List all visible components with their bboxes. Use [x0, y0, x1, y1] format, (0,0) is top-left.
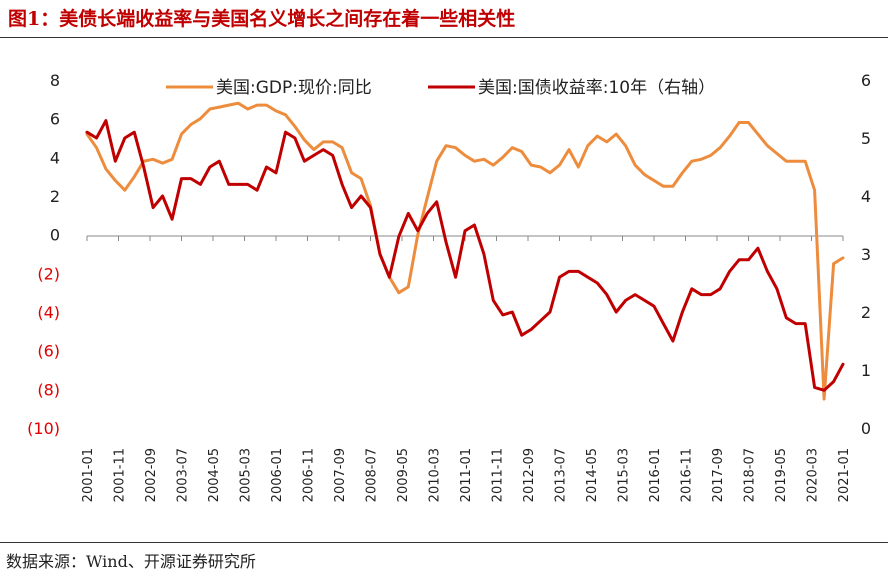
right-tick-label: 4 — [861, 187, 871, 206]
series-line-gdp — [85, 101, 845, 401]
x-tick-label: 2018-07 — [743, 448, 758, 502]
left-axis: 8 6 4 2 0 (2) (4) (6) (8) (10) — [27, 71, 60, 438]
legend-label-gdp: 美国:GDP:现价:同比 — [216, 78, 372, 98]
left-tick-label: 6 — [50, 110, 60, 129]
x-tick-label: 2006-11 — [302, 448, 317, 502]
x-tick-label: 2019-05 — [774, 448, 789, 502]
left-tick-label: 2 — [50, 187, 60, 206]
x-axis: 2001-01 2001-11 2002-09 2003-07 2004-05 2005-… — [81, 235, 852, 502]
x-tick-label: 2021-01 — [837, 448, 852, 502]
series-line-treasury — [85, 119, 845, 392]
x-tick-label: 2007-09 — [333, 448, 348, 502]
x-tick-label: 2011-01 — [459, 448, 474, 502]
x-tick-label: 2017-09 — [711, 448, 726, 502]
left-tick-label: 0 — [50, 226, 60, 245]
x-tick-label: 2015-03 — [617, 448, 632, 502]
series-lines — [85, 101, 845, 401]
right-tick-label: 0 — [861, 419, 871, 438]
x-tick-label: 2003-07 — [176, 448, 191, 502]
right-tick-label: 6 — [861, 71, 871, 90]
source-divider — [0, 542, 888, 543]
x-tick-label: 2001-01 — [81, 448, 96, 502]
left-tick-label: 8 — [50, 71, 60, 90]
title-divider — [0, 37, 888, 38]
x-tick-label: 2005-03 — [239, 448, 254, 502]
right-axis: 6 5 4 3 2 1 0 — [861, 71, 871, 438]
x-tick-label: 2013-07 — [554, 448, 569, 502]
x-tick-label: 2014-05 — [585, 448, 600, 502]
legend: 美国:GDP:现价:同比 美国:国债收益率:10年（右轴） — [166, 78, 715, 98]
x-tick-label: 2009-05 — [396, 448, 411, 502]
chart-title: 图1：美债长端收益率与美国名义增长之间存在着一些相关性 — [8, 8, 516, 30]
x-tick-label: 2011-11 — [491, 448, 506, 502]
right-tick-label: 3 — [861, 245, 871, 264]
legend-label-treasury: 美国:国债收益率:10年（右轴） — [478, 78, 715, 98]
left-tick-label: (6) — [37, 342, 60, 361]
right-tick-label: 1 — [861, 361, 871, 380]
x-tick-label: 2004-05 — [207, 448, 222, 502]
left-tick-label: (4) — [37, 303, 60, 322]
data-source: 数据来源：Wind、开源证券研究所 — [6, 552, 256, 571]
x-tick-label: 2020-03 — [806, 448, 821, 502]
x-tick-label: 2001-11 — [113, 448, 128, 502]
left-tick-label: 4 — [50, 148, 60, 167]
x-tick-label: 2002-09 — [144, 448, 159, 502]
x-tick-label: 2016-11 — [680, 448, 695, 502]
left-tick-label: (2) — [37, 264, 60, 283]
x-tick-label: 2006-01 — [270, 448, 285, 502]
right-tick-label: 2 — [861, 303, 871, 322]
x-tick-label: 2012-09 — [522, 448, 537, 502]
x-tick-label: 2016-01 — [648, 448, 663, 502]
x-tick-label: 2010-03 — [428, 448, 443, 502]
left-tick-label: (10) — [27, 419, 60, 438]
left-tick-label: (8) — [37, 380, 60, 399]
right-tick-label: 5 — [861, 129, 871, 148]
x-tick-label: 2008-07 — [365, 448, 380, 502]
